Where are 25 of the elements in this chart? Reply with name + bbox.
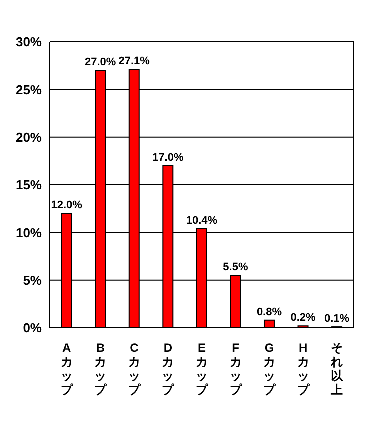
y-tick-label: 10%: [16, 225, 42, 240]
data-label: 12.0%: [51, 200, 83, 212]
x-tick-label: Cカップ: [128, 341, 142, 397]
x-tick-label: Dカップ: [162, 341, 176, 397]
x-tick-label: Aカップ: [60, 341, 74, 397]
y-tick-label: 20%: [16, 130, 42, 145]
y-tick-label: 15%: [16, 178, 42, 193]
data-label: 0.2%: [290, 312, 316, 324]
x-tick-label: Gカップ: [264, 341, 277, 397]
data-label: 5.5%: [223, 262, 248, 274]
x-tick-label: Eカップ: [196, 341, 209, 397]
y-tick-label: 30%: [16, 34, 42, 50]
data-label: 0.8%: [256, 306, 282, 318]
x-tick-label: Hカップ: [297, 341, 310, 397]
x-tick-label: Fカップ: [230, 341, 243, 397]
y-tick-label: 0%: [23, 320, 42, 336]
data-label: 17.0%: [152, 152, 184, 164]
x-tick-label: それ以上: [330, 341, 344, 397]
data-label: 27.0%: [85, 56, 116, 69]
data-label: 0.1%: [324, 313, 350, 326]
data-label: 27.1%: [118, 56, 150, 68]
x-tick-label: Bカップ: [94, 341, 108, 397]
data-label: 10.4%: [186, 214, 218, 227]
y-tick-label: 25%: [16, 82, 42, 98]
y-tick-label: 5%: [23, 272, 42, 288]
